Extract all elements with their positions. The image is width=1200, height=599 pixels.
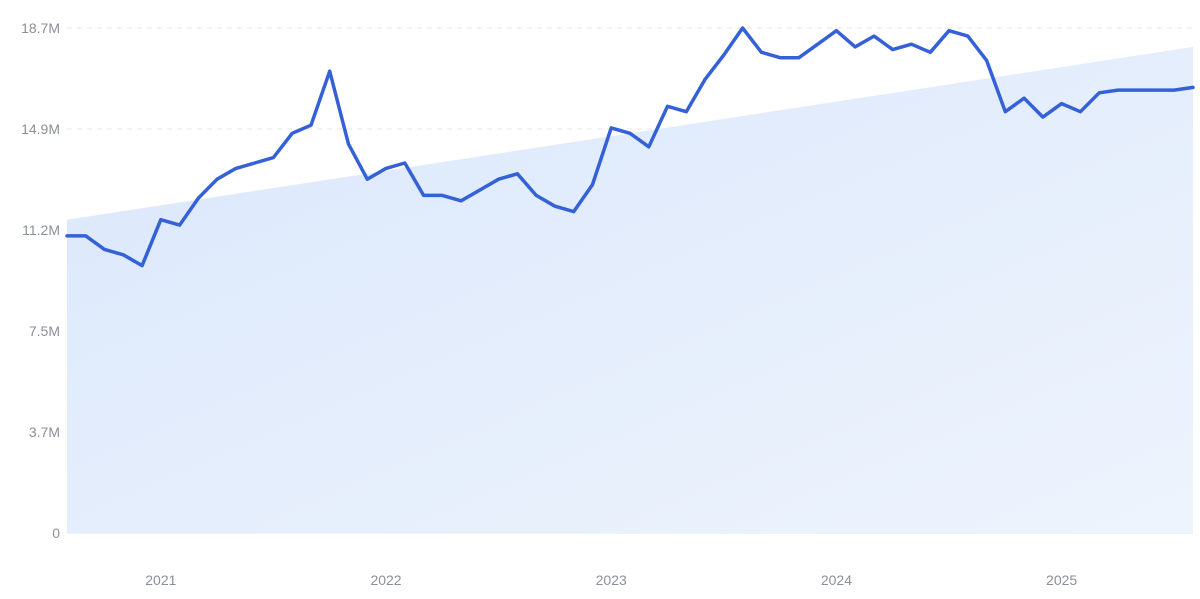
trend-area-fill xyxy=(67,46,1193,533)
series-layer xyxy=(65,26,1195,268)
y-tick-label: 14.9M xyxy=(21,121,60,137)
x-axis-ticks: 2021 2022 2023 2024 2025 xyxy=(145,572,1077,588)
y-tick-label: 11.2M xyxy=(22,222,60,238)
x-tick-label: 2021 xyxy=(145,572,176,588)
y-tick-label: 0 xyxy=(52,525,60,541)
y-tick-label: 7.5M xyxy=(29,323,60,339)
y-tick-label: 3.7M xyxy=(29,424,60,440)
x-tick-label: 2023 xyxy=(596,572,627,588)
x-tick-label: 2022 xyxy=(370,572,401,588)
y-axis-ticks: 0 3.7M 7.5M 11.2M 14.9M 18.7M xyxy=(21,20,60,541)
series-line xyxy=(65,26,1195,268)
x-tick-label: 2025 xyxy=(1046,572,1077,588)
y-tick-label: 18.7M xyxy=(21,20,60,36)
x-tick-label: 2024 xyxy=(821,572,852,588)
trend-area xyxy=(67,46,1193,533)
